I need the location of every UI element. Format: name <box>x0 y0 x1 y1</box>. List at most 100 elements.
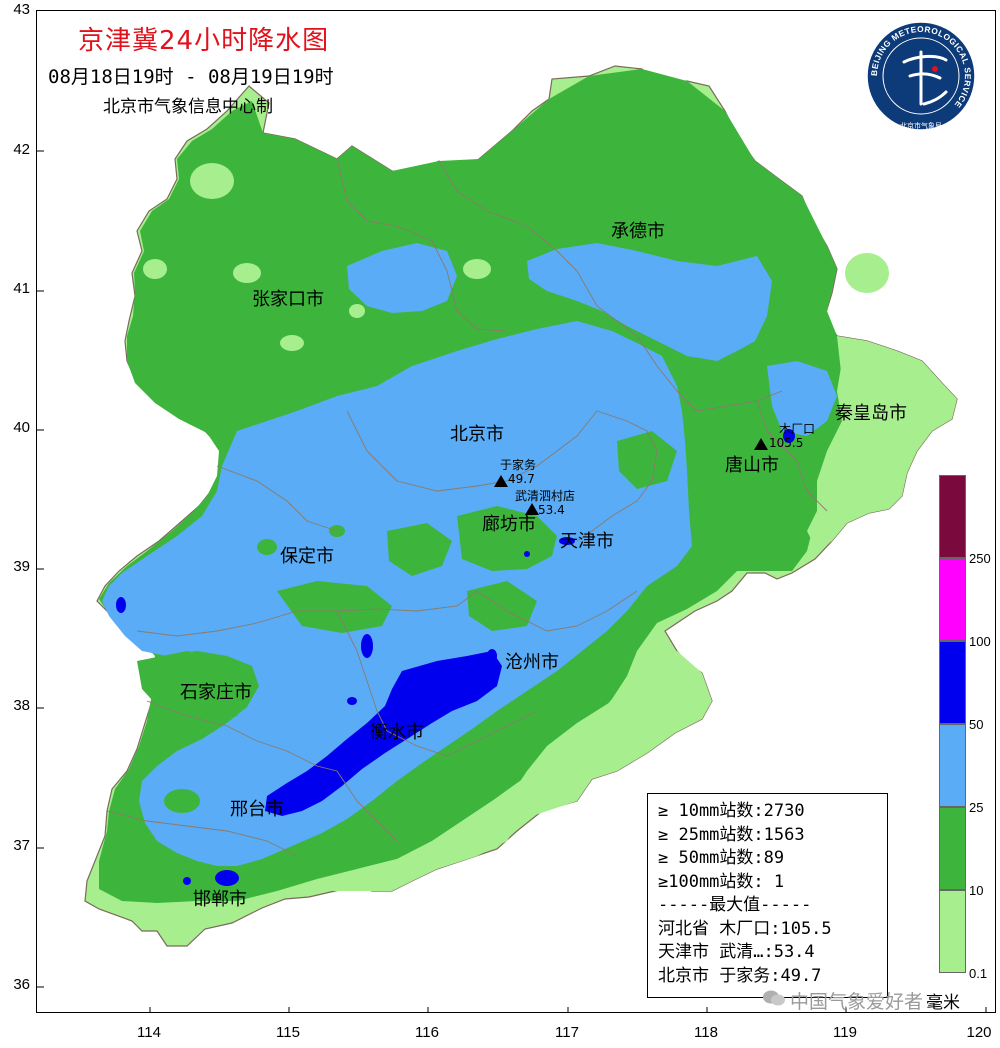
legend-label: 100 <box>969 634 991 649</box>
light-patch <box>233 263 261 283</box>
rain-50-100-patch <box>183 877 191 885</box>
city-label-tangshan: 唐山市 <box>725 455 779 476</box>
rain-50-100-patch <box>487 649 497 663</box>
rain-50-100-band <box>265 651 502 816</box>
map-frame <box>36 10 996 1013</box>
green-island <box>457 506 557 571</box>
green-island <box>467 581 537 631</box>
x-tick-label: 114 <box>137 1024 161 1041</box>
light-patch <box>280 335 304 351</box>
rain-25-50-zhangjiakou <box>347 243 457 313</box>
green-island <box>137 651 252 723</box>
y-tick-label: 43 <box>13 1 30 18</box>
x-tick-label: 115 <box>276 1024 300 1041</box>
map-producer: 北京市气象信息中心制 <box>103 97 273 117</box>
stats-line: 北京市 于家务:49.7 <box>658 965 822 986</box>
legend-swatch-100 <box>939 558 966 641</box>
city-label-handan: 邯郸市 <box>193 889 247 910</box>
legend-swatch-25 <box>939 724 966 807</box>
station-name-yujiawu: 于家务 <box>500 458 537 472</box>
station-name-muchangkou: 木厂口 <box>779 422 816 436</box>
rain-50-100-patch <box>116 597 126 613</box>
y-tick-label: 40 <box>13 419 30 436</box>
city-label-qinhuangdao: 秦皇岛市 <box>835 403 907 424</box>
city-label-shijiazhuang: 石家庄市 <box>180 682 252 703</box>
legend-label: 250 <box>969 551 991 566</box>
legend-swatch-50 <box>939 641 966 724</box>
rain-50-100-patch <box>783 429 795 443</box>
stats-line: ≥100mm站数: 1 <box>658 871 785 892</box>
rain-0-10-qinhuangdao <box>807 336 957 551</box>
stats-line: 河北省 木厂口:105.5 <box>658 918 832 939</box>
rain-50-100-patch <box>559 537 575 545</box>
stats-line: ≥ 50mm站数:89 <box>658 848 785 868</box>
city-label-tianjin: 天津市 <box>560 531 614 552</box>
beijing-meteorological-service-logo: BEIJING METEOROLOGICAL SERVICE 北京市气象局 <box>866 21 976 131</box>
city-label-beijing: 北京市 <box>450 424 504 445</box>
rain-0-10-southeast <box>507 651 712 821</box>
y-tick-label: 38 <box>13 697 30 714</box>
legend-label: 10 <box>969 883 984 898</box>
y-tick-label: 41 <box>13 280 30 297</box>
city-label-cangzhou: 沧州市 <box>505 652 559 673</box>
rain-25-50-tangshan-north <box>767 361 837 436</box>
x-tick-label: 120 <box>966 1024 992 1041</box>
station-value-muchangkou: 105.5 <box>769 436 804 450</box>
green-island <box>164 789 200 813</box>
green-island <box>617 431 677 489</box>
city-label-hengshui: 衡水市 <box>370 722 424 743</box>
green-island <box>387 523 452 576</box>
legend-label: 0.1 <box>969 966 988 981</box>
city-boundaries <box>106 158 828 857</box>
station-statistics-box: ≥ 10mm站数:2730 ≥ 25mm站数:1563 ≥ 50mm站数:89 … <box>647 793 888 998</box>
rain-25-50-chengde <box>527 243 772 361</box>
stats-line: -----最大值----- <box>658 895 812 915</box>
station-value-yujiawu: 49.7 <box>508 472 535 486</box>
map-title: 京津冀24小时降水图 <box>78 26 330 56</box>
svg-text:北京市气象局: 北京市气象局 <box>900 121 942 130</box>
axis-ticks <box>37 150 987 1012</box>
city-label-xingtai: 邢台市 <box>230 799 284 820</box>
city-label-langfang: 廊坊市 <box>482 514 536 535</box>
light-patch <box>349 304 365 318</box>
legend-label: 50 <box>969 717 984 732</box>
light-patch <box>463 259 491 279</box>
rain-50-100-patch <box>347 697 357 705</box>
city-label-zhangjiakou: 张家口市 <box>252 289 324 310</box>
rain-50-100-patch <box>524 551 530 557</box>
rain-0-10-south <box>307 801 517 891</box>
y-tick-label: 42 <box>13 141 30 158</box>
light-patch <box>143 259 167 279</box>
legend-label: 25 <box>969 800 984 815</box>
stats-line: ≥ 10mm站数:2730 <box>658 801 805 821</box>
x-tick-label: 118 <box>694 1024 718 1041</box>
x-tick-label: 117 <box>555 1024 579 1041</box>
x-tick-label: 116 <box>415 1024 439 1041</box>
station-marker-yujiawu <box>494 475 508 487</box>
green-island <box>257 539 277 555</box>
station-name-wuqing: 武清泗村店 <box>515 489 576 503</box>
city-label-chengde: 承德市 <box>611 221 665 242</box>
legend-swatch-0-1 <box>939 890 966 973</box>
x-tick-label: 119 <box>833 1024 857 1041</box>
legend-swatch-10 <box>939 807 966 890</box>
city-label-baoding: 保定市 <box>280 546 334 567</box>
legend-unit: 毫米 <box>926 993 960 1013</box>
precipitation-map <box>84 65 958 947</box>
green-island <box>277 581 392 633</box>
rain-50-100-patch <box>361 634 373 658</box>
stats-line: ≥ 25mm站数:1563 <box>658 824 805 845</box>
station-marker-wuqing <box>525 503 539 515</box>
station-marker-muchangkou <box>754 438 768 450</box>
light-patch <box>190 163 234 199</box>
light-patch <box>845 253 889 293</box>
y-tick-label: 37 <box>13 837 30 854</box>
wechat-icon <box>763 990 785 1006</box>
y-tick-label: 36 <box>13 976 30 993</box>
rain-50-100-patch <box>215 870 239 886</box>
rain-25-50-main <box>102 321 692 866</box>
stats-line: 天津市 武清…:53.4 <box>658 942 815 962</box>
legend-swatch-250 <box>939 475 966 558</box>
watermark: 中国气象爱好者 <box>790 991 924 1013</box>
y-tick-label: 39 <box>13 558 30 575</box>
